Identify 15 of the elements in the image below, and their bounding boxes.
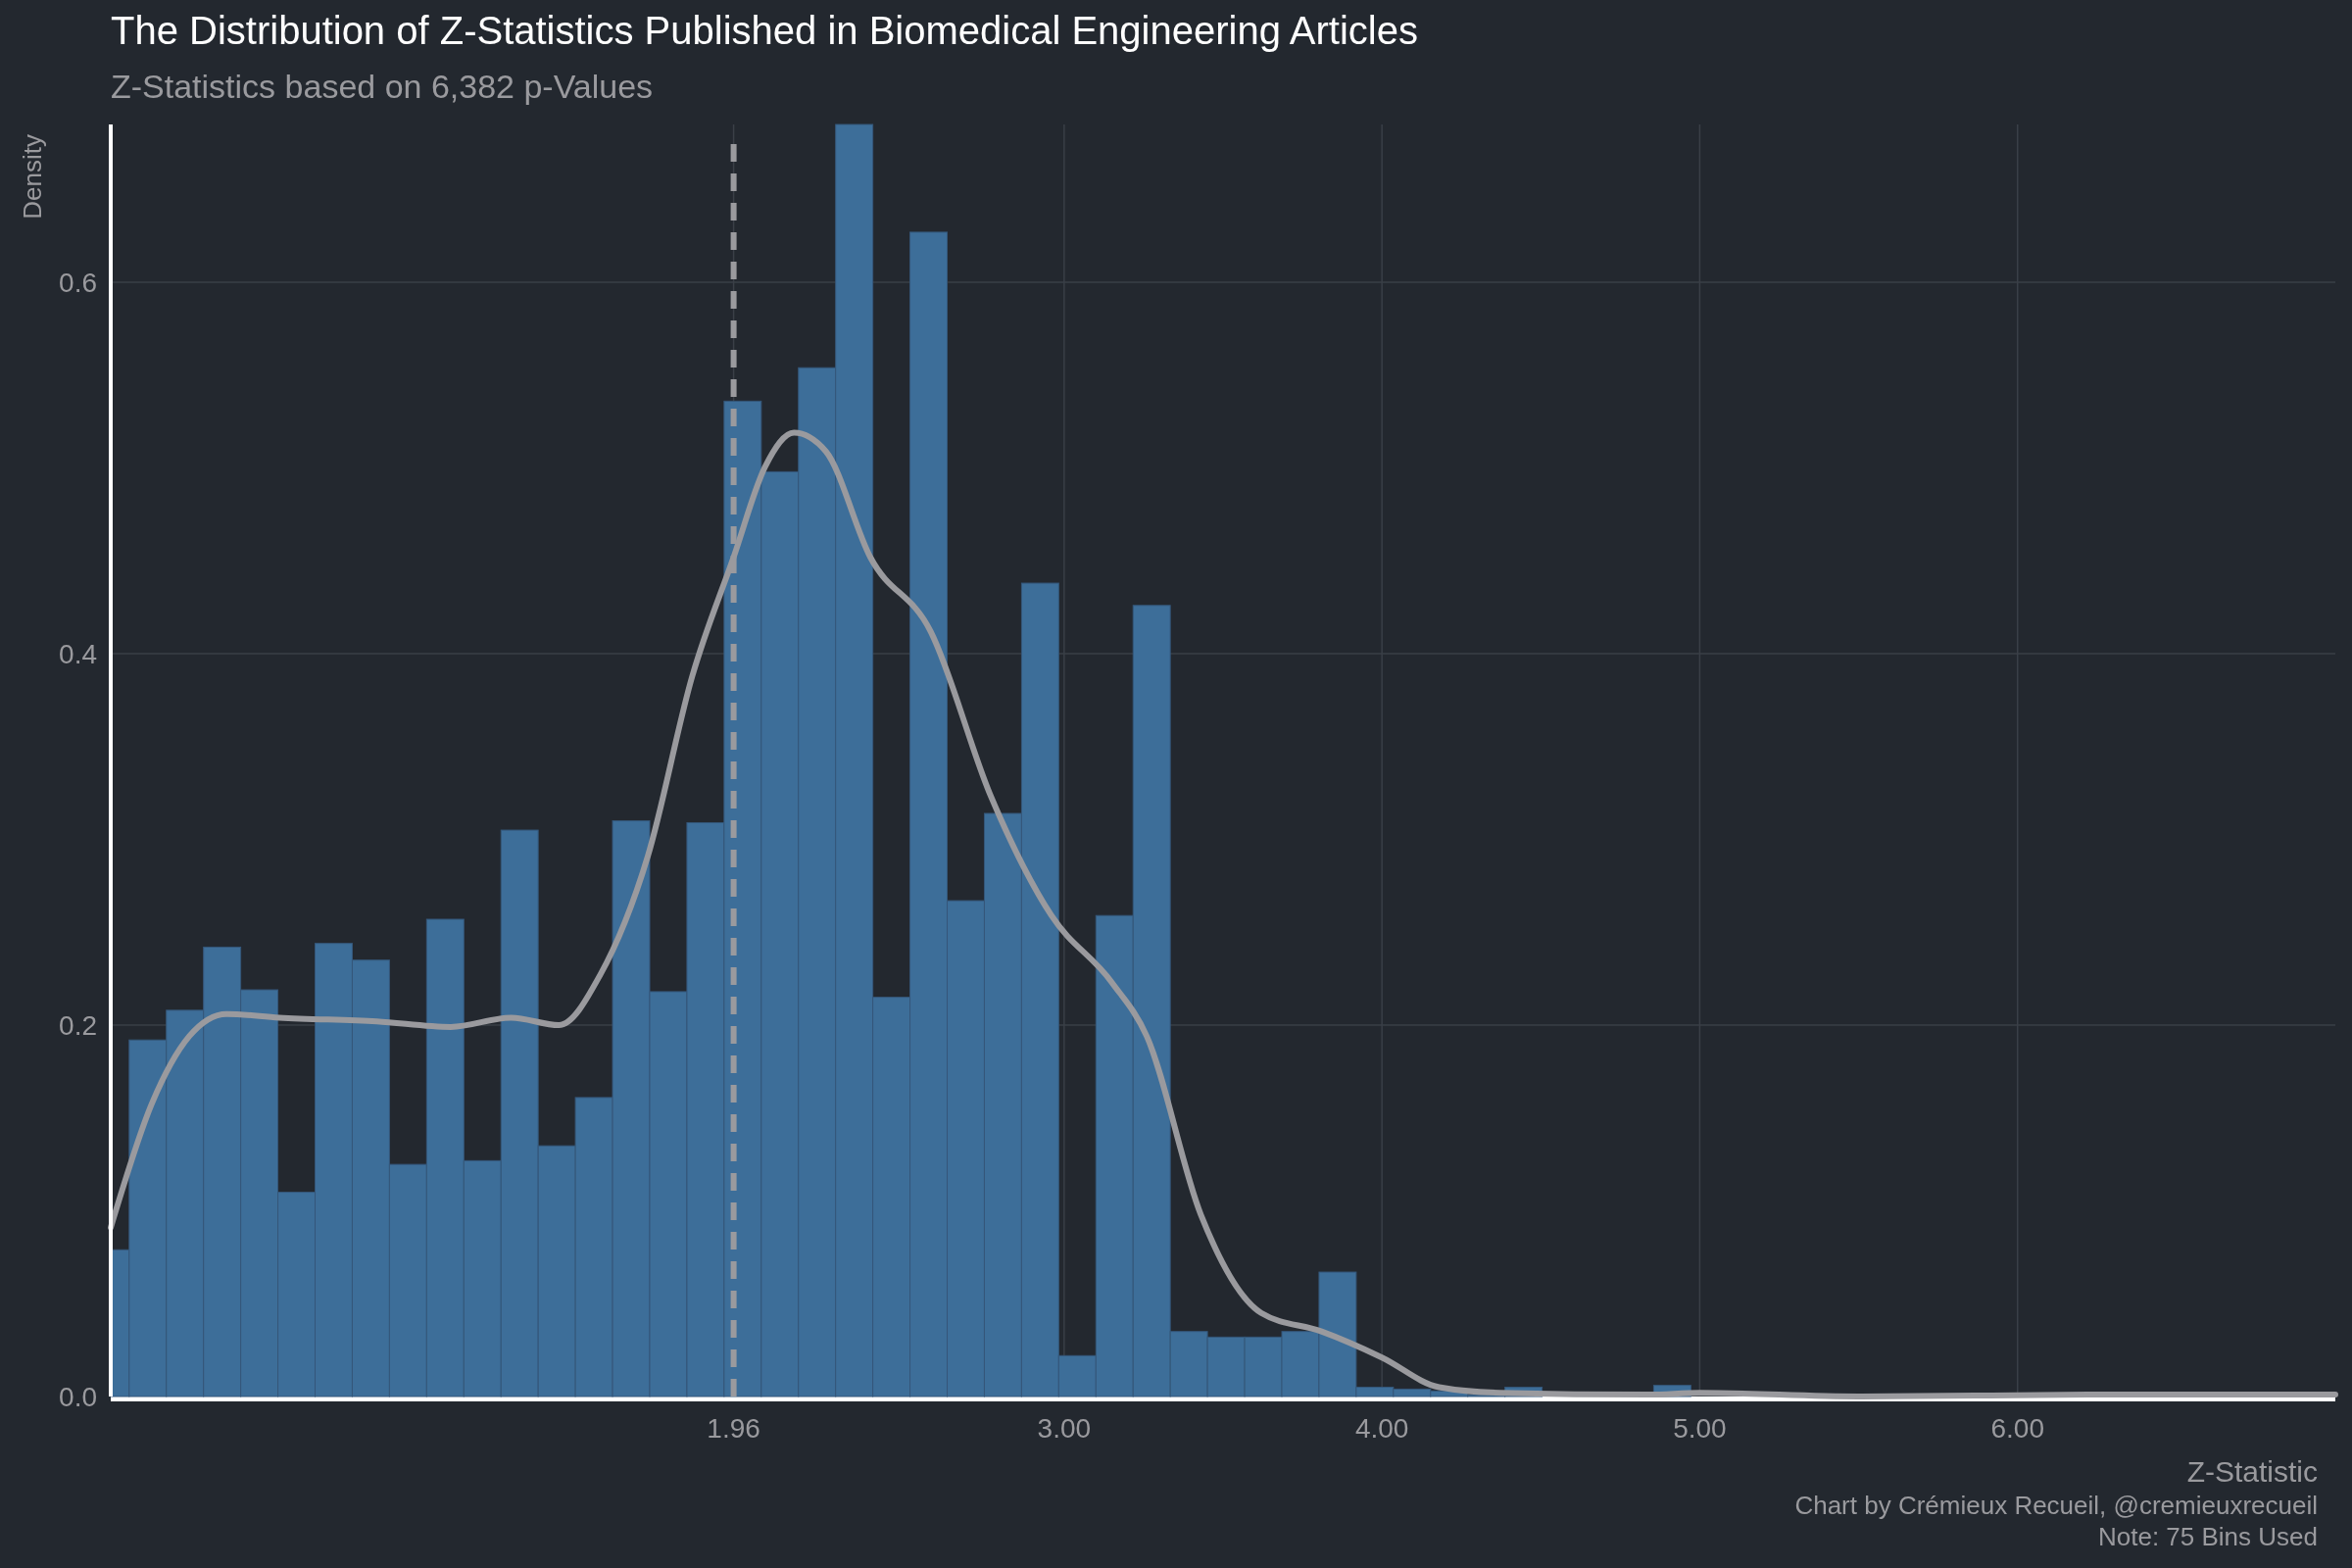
x-axis-title: Z-Statistic [2186,1455,2318,1488]
y-tick-label: 0.0 [59,1381,97,1412]
y-tick-label: 0.4 [59,638,97,669]
chart-subtitle: Z-Statistics based on 6,382 p-Values [111,68,654,105]
text: Note: 75 Bins Used [2097,1522,2318,1551]
x-tick-label: 4.00 [1354,1413,1409,1444]
y-tick-label: 0.6 [59,267,97,298]
text: Chart by Crémieux Recueil, @cremieuxrecueil [1794,1491,2318,1520]
x-tick-label: 6.00 [1990,1413,2044,1444]
chart-title: The Distribution of Z-Statistics Published in Biomedical Engineering Articles [111,9,1418,52]
x-tick-label: 5.00 [1673,1413,1727,1444]
y-axis-title: Density [18,134,47,220]
x-tick-label: 3.00 [1037,1413,1092,1444]
x-tick-label: 1.96 [707,1413,760,1444]
y-tick-label: 0.2 [59,1009,97,1041]
